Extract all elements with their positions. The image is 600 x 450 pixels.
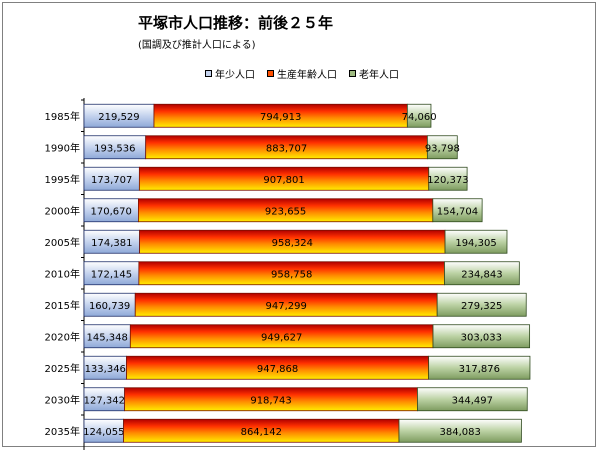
bar-elderly xyxy=(417,387,528,412)
data-label-elderly: 74,060 xyxy=(402,112,437,123)
legend-item-elderly: 老年人口 xyxy=(349,66,399,81)
category-label: 1995年 xyxy=(45,173,80,186)
data-label-working: 958,758 xyxy=(271,269,312,280)
legend-label-youth: 年少人口 xyxy=(215,69,255,81)
data-label-elderly: 234,843 xyxy=(461,269,502,280)
legend-label-working: 生産年齢人口 xyxy=(277,69,337,81)
plot-area: 1985年 219,529 794,913 74,060 1990年 193,536 883… xyxy=(45,98,531,450)
data-label-working: 918,743 xyxy=(250,395,291,406)
data-label-elderly: 120,373 xyxy=(427,175,468,186)
bar-elderly xyxy=(444,229,508,254)
data-label-youth: 170,670 xyxy=(91,206,132,217)
bar-elderly xyxy=(428,166,468,191)
bar-elderly xyxy=(444,261,520,286)
category-label: 2015年 xyxy=(45,299,80,312)
category-label: 1985年 xyxy=(45,110,80,123)
legend-swatch-working xyxy=(267,69,274,77)
data-label-youth: 172,145 xyxy=(91,269,132,280)
data-label-elderly: 344,497 xyxy=(452,395,493,406)
bar-elderly xyxy=(436,292,527,317)
category-label: 2000年 xyxy=(45,204,80,217)
data-label-youth: 219,529 xyxy=(98,112,139,123)
category-label: 2020年 xyxy=(45,330,80,343)
data-label-elderly: 384,083 xyxy=(440,427,481,438)
data-label-youth: 174,381 xyxy=(91,238,132,249)
category-label: 2030年 xyxy=(45,393,80,406)
data-label-elderly: 154,704 xyxy=(437,206,478,217)
bar-elderly xyxy=(406,103,432,128)
legend-item-youth: 年少人口 xyxy=(205,66,255,81)
data-label-youth: 193,536 xyxy=(94,143,135,154)
legend-label-elderly: 老年人口 xyxy=(359,69,399,81)
bar-elderly xyxy=(432,198,483,223)
data-label-working: 947,299 xyxy=(266,301,307,312)
data-label-working: 947,868 xyxy=(257,364,298,375)
data-label-working: 949,627 xyxy=(261,332,302,343)
data-label-youth: 127,342 xyxy=(84,395,125,406)
legend-swatch-elderly xyxy=(349,69,356,77)
bar-elderly xyxy=(428,355,531,380)
category-label: 1990年 xyxy=(45,141,80,154)
data-label-youth: 173,707 xyxy=(91,175,132,186)
category-label: 2035年 xyxy=(45,425,80,438)
chart-title: 平塚市人口推移：前後２５年 xyxy=(138,14,334,32)
data-label-working: 958,324 xyxy=(272,238,313,249)
data-label-working: 883,707 xyxy=(266,143,307,154)
data-label-youth: 145,348 xyxy=(86,332,127,343)
legend-swatch-youth xyxy=(205,69,212,77)
data-label-working: 794,913 xyxy=(260,112,301,123)
data-label-elderly: 279,325 xyxy=(461,301,502,312)
bar-elderly xyxy=(432,324,531,349)
category-label: 2010年 xyxy=(45,267,80,280)
chart-subtitle: (国調及び推計人口による) xyxy=(138,40,256,51)
data-label-working: 907,801 xyxy=(263,175,304,186)
data-label-working: 864,142 xyxy=(241,427,282,438)
data-label-youth: 133,346 xyxy=(85,364,126,375)
data-label-working: 923,655 xyxy=(265,206,306,217)
category-label: 2025年 xyxy=(45,362,80,375)
bar-elderly xyxy=(426,135,458,160)
data-label-elderly: 93,798 xyxy=(425,143,460,154)
data-label-youth: 124,055 xyxy=(83,427,124,438)
data-label-youth: 160,739 xyxy=(89,301,130,312)
data-label-elderly: 194,305 xyxy=(455,238,496,249)
data-label-elderly: 317,876 xyxy=(459,364,500,375)
bar-elderly xyxy=(398,418,522,443)
category-label: 2005年 xyxy=(45,236,80,249)
legend: 年少人口 生産年齢人口 老年人口 xyxy=(205,66,411,81)
data-label-elderly: 303,033 xyxy=(461,332,502,343)
legend-item-working: 生産年齢人口 xyxy=(267,66,337,81)
